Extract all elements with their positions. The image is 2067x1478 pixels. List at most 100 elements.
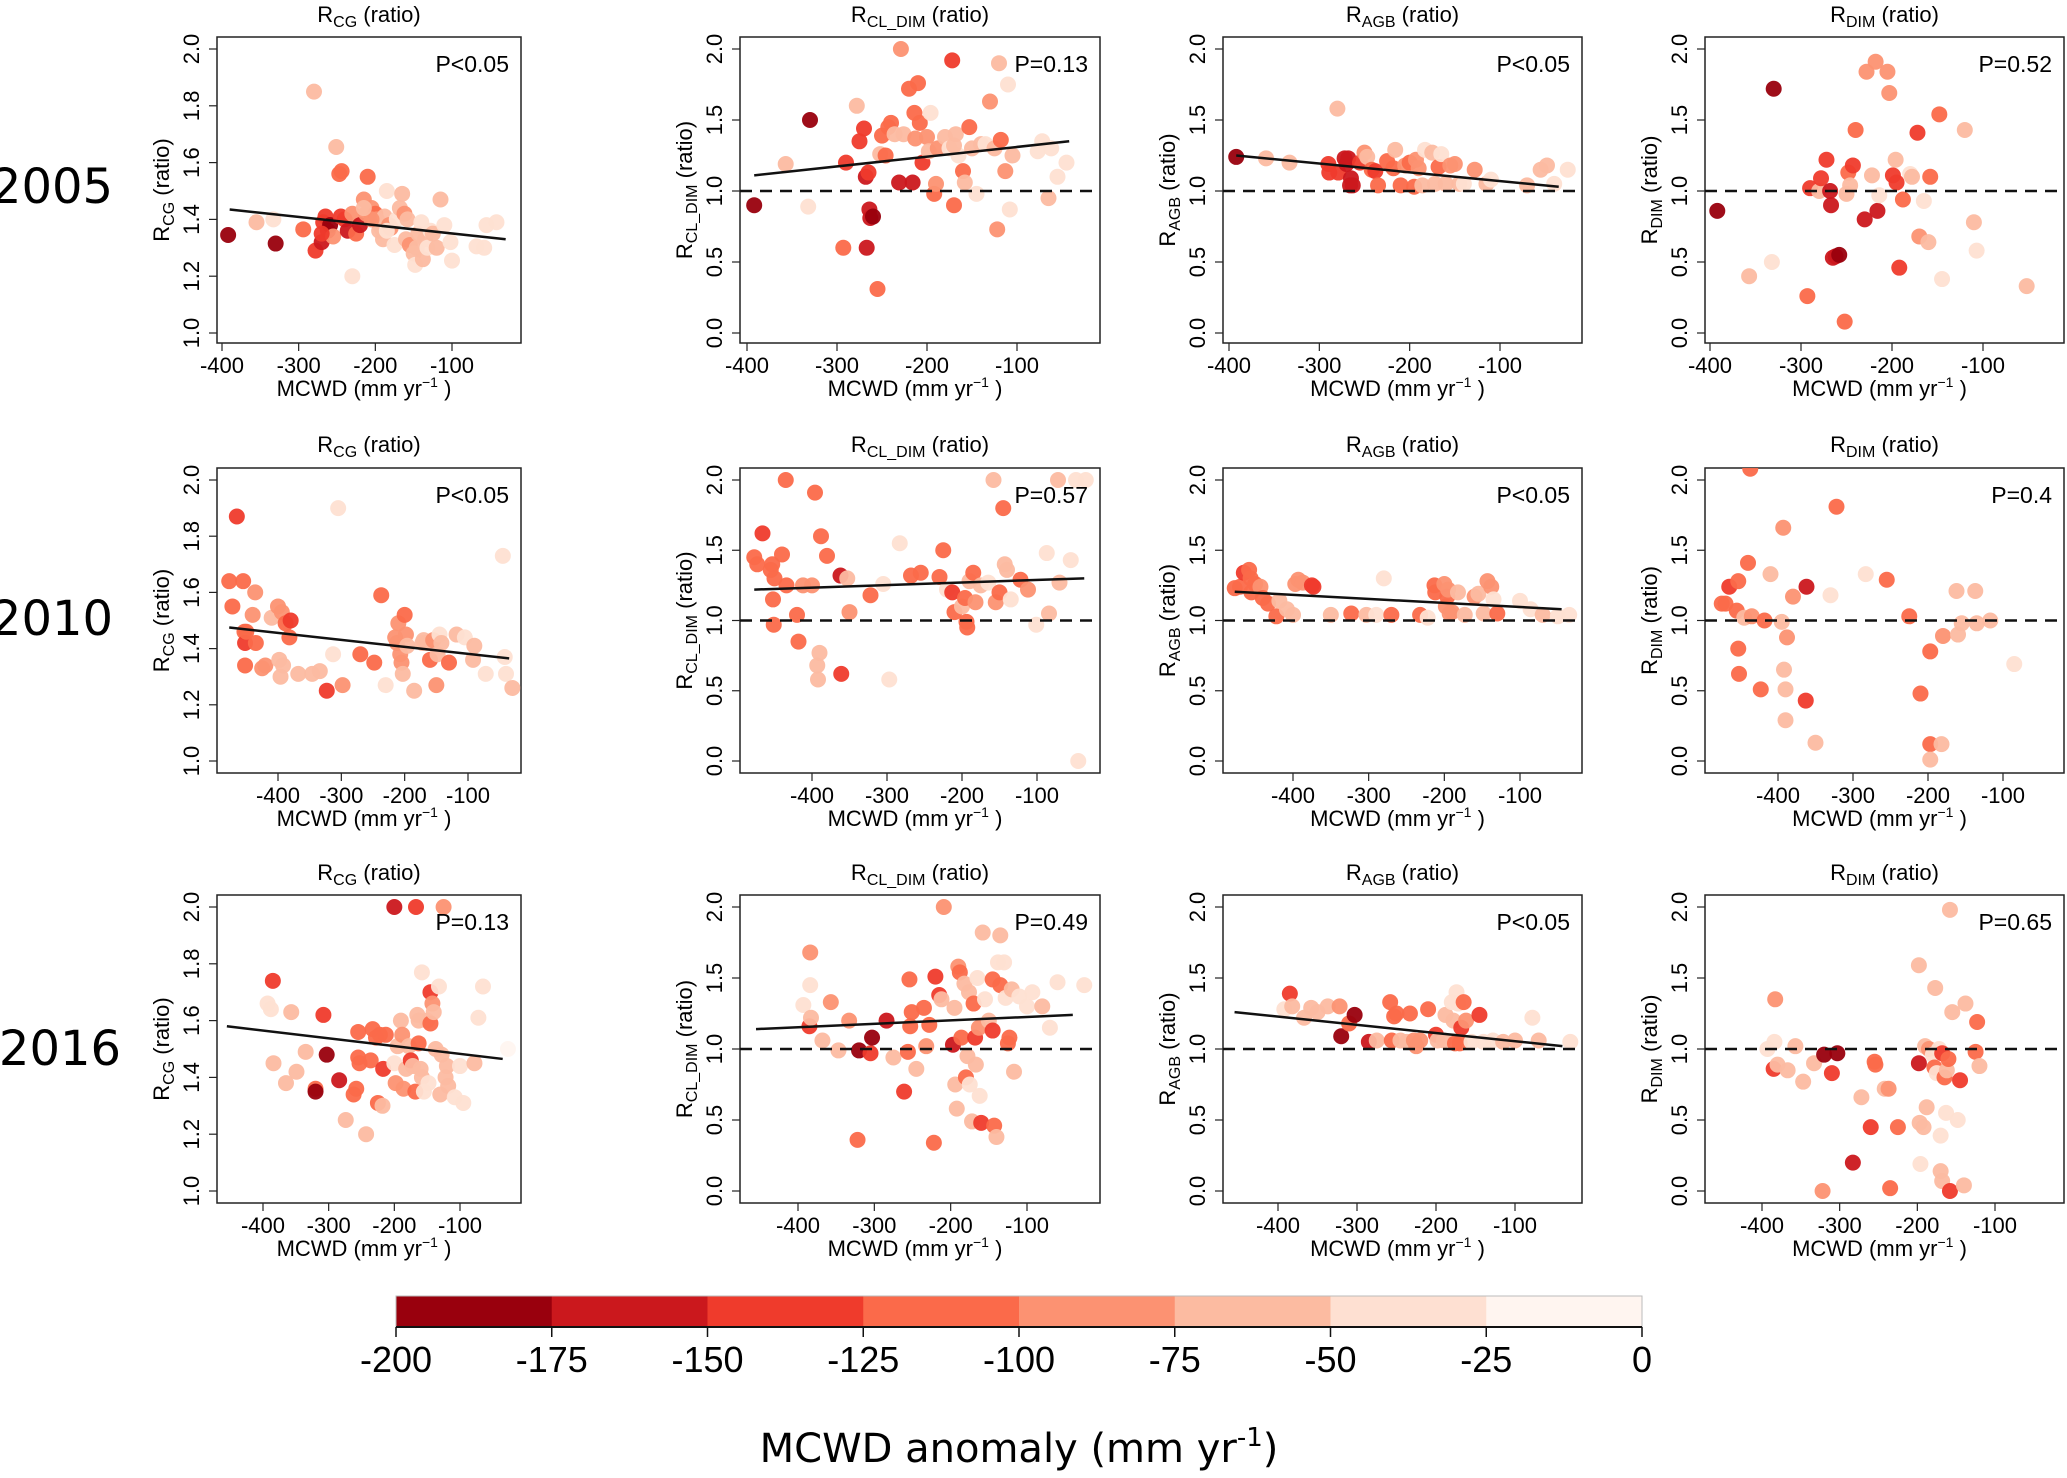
data-point (997, 163, 1014, 180)
y-tick-label: 0.5 (1185, 675, 1210, 706)
data-point (433, 634, 450, 651)
y-tick-label: 2.0 (1667, 465, 1692, 496)
data-point (1466, 161, 1483, 178)
data-point (1853, 1089, 1870, 1106)
data-point (1433, 146, 1450, 163)
x-tick-label: -400 (1688, 353, 1732, 378)
data-point (1538, 157, 1555, 174)
x-tick-label: -100 (1005, 1213, 1049, 1238)
plot-frame (216, 36, 522, 344)
data-point (921, 1016, 938, 1033)
data-point (267, 235, 284, 252)
y-axis-label: RAGB (ratio) (1155, 992, 1184, 1105)
y-axis-label: RCG (ratio) (149, 138, 178, 241)
data-point (1019, 998, 1035, 1015)
panel-title: RCL_DIM (ratio) (851, 432, 989, 461)
data-point (1522, 601, 1539, 618)
data-point (931, 568, 948, 585)
panel-2016-agb: RAGB (ratio) 0.0 0.5 1.0 1.5 2.0 RAGB (ratio) -… (1155, 860, 1583, 1261)
data-point (830, 1042, 847, 1059)
points-layer (1713, 468, 2023, 768)
data-point (802, 944, 819, 961)
data-point (1879, 63, 1896, 80)
data-point (961, 1076, 978, 1093)
plot-frame (216, 467, 522, 774)
data-point (911, 114, 928, 131)
panel-title: RAGB (ratio) (1346, 2, 1459, 31)
data-point (228, 508, 245, 525)
y-tick-label: 0.0 (1667, 746, 1692, 777)
y-tick-label: 1.0 (1667, 605, 1692, 636)
data-point (1871, 187, 1888, 204)
points-layer (746, 472, 1094, 769)
data-point (1831, 246, 1848, 263)
y-tick-label: 1.5 (1667, 535, 1692, 566)
data-point (1730, 573, 1747, 590)
y-axis-label: RCL_DIM (ratio) (672, 121, 701, 259)
data-point (350, 1023, 367, 1040)
data-point (344, 268, 361, 285)
data-point (1742, 468, 1759, 477)
data-point (967, 1056, 984, 1073)
data-point (1412, 1032, 1429, 1049)
data-point (1050, 472, 1066, 488)
data-point (1319, 998, 1336, 1015)
data-point (1443, 604, 1460, 621)
data-point (428, 239, 445, 256)
data-point (1281, 985, 1298, 1002)
data-point (432, 191, 449, 208)
y-tick-label: 1.2 (179, 690, 204, 721)
data-point (1414, 177, 1431, 194)
data-point (1863, 167, 1880, 184)
data-point (948, 1100, 965, 1117)
p-value-label: P<0.05 (435, 482, 509, 508)
x-tick-label: -200 (1906, 783, 1950, 808)
data-point (1938, 1104, 1955, 1121)
data-point (1901, 608, 1918, 625)
data-point (352, 646, 369, 663)
data-point (264, 972, 281, 989)
data-point (1333, 1028, 1350, 1045)
data-point (1730, 640, 1747, 657)
data-point (1485, 591, 1502, 608)
panel-title: RDIM (ratio) (1830, 432, 1939, 461)
data-point (1483, 578, 1500, 595)
data-point (777, 472, 794, 488)
colorbar-swatch (551, 1296, 708, 1327)
panel-2005-cg: RCG (ratio) 1.0 1.2 1.4 1.6 1.8 2.0 RCG (ratio)… (149, 2, 522, 401)
data-point (248, 214, 265, 231)
data-point (1927, 979, 1944, 996)
y-tick-label: 0.5 (702, 1105, 727, 1136)
data-point (377, 1026, 394, 1043)
data-point (1368, 606, 1385, 623)
y-tick-label: 1.5 (702, 105, 727, 136)
data-point (1070, 753, 1087, 769)
data-point (982, 93, 998, 110)
y-tick-label: 1.8 (179, 521, 204, 552)
data-point (306, 83, 322, 100)
data-point (1375, 570, 1392, 587)
data-point (1049, 974, 1066, 991)
y-tick-label: 0.5 (1667, 675, 1692, 706)
p-value-label: P<0.05 (435, 51, 509, 77)
data-point (862, 1045, 879, 1062)
data-point (1773, 613, 1790, 630)
data-point (925, 1134, 942, 1151)
points-layer (220, 83, 505, 285)
data-point (927, 968, 944, 985)
y-tick-label: 1.4 (179, 633, 204, 664)
y-tick-label: 2.0 (1185, 892, 1210, 923)
data-point (1284, 998, 1301, 1015)
y-tick-label: 1.0 (1667, 1034, 1692, 1065)
data-point (1028, 616, 1045, 633)
data-point (965, 564, 982, 581)
x-tick-label: -200 (940, 783, 984, 808)
data-point (1844, 1154, 1861, 1171)
data-point (841, 604, 858, 621)
data-point (1867, 1056, 1884, 1073)
x-tick-label: -100 (1961, 353, 2005, 378)
data-point (297, 1043, 314, 1060)
data-point (474, 978, 491, 995)
x-tick-label: -200 (1895, 1213, 1939, 1238)
y-tick-label: 0.0 (1667, 1176, 1692, 1207)
